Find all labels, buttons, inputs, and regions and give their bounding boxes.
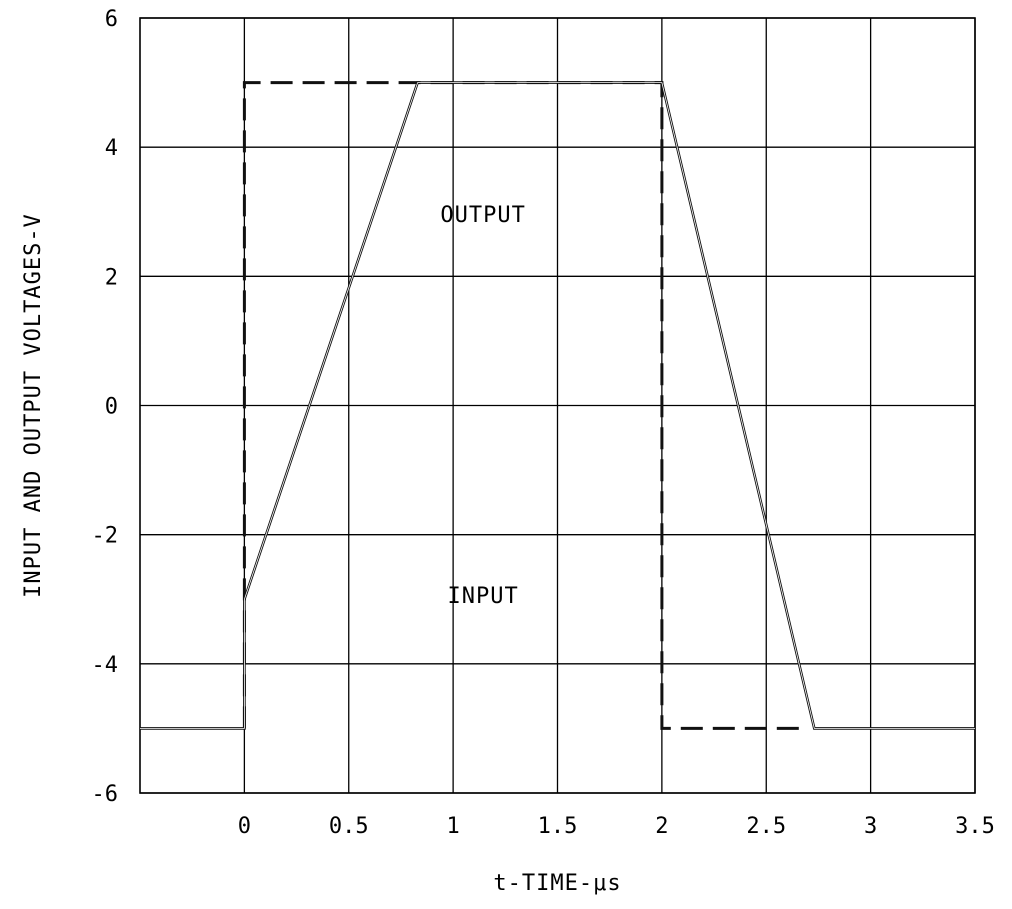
y-tick-label: 0 [105,395,118,420]
x-tick-label: 1 [447,814,460,839]
y-tick-labels: -6 -4 -2 0 2 4 6 [92,7,119,807]
x-axis-label: t-TIME-μs [493,871,621,896]
x-tick-label: 2.5 [746,814,786,839]
y-tick-label: 2 [105,265,118,290]
x-tick-label: 0.5 [329,814,369,839]
plot-frame [139,17,976,794]
annotations: OUTPUT INPUT [440,203,525,609]
annotation-label: OUTPUT [440,203,525,228]
x-tick-label: 3 [864,814,877,839]
x-tick-labels: 0 0.5 1 1.5 2 2.5 3 3.5 [238,814,995,839]
series-layer [140,81,975,730]
y-tick-label: 4 [105,136,118,161]
annotation-label: INPUT [448,584,519,609]
x-tick-label: 0 [238,814,251,839]
y-tick-label: -2 [92,524,119,549]
x-tick-label: 1.5 [538,814,578,839]
y-axis-label: INPUT AND OUTPUT VOLTAGES-V [21,213,46,598]
y-tick-label: -6 [92,782,119,807]
output-series-highlight [140,82,975,729]
grid [140,17,976,794]
x-tick-label: 3.5 [955,814,995,839]
x-tick-label: 2 [655,814,668,839]
y-tick-label: 6 [105,7,118,32]
y-tick-label: -4 [92,653,119,678]
